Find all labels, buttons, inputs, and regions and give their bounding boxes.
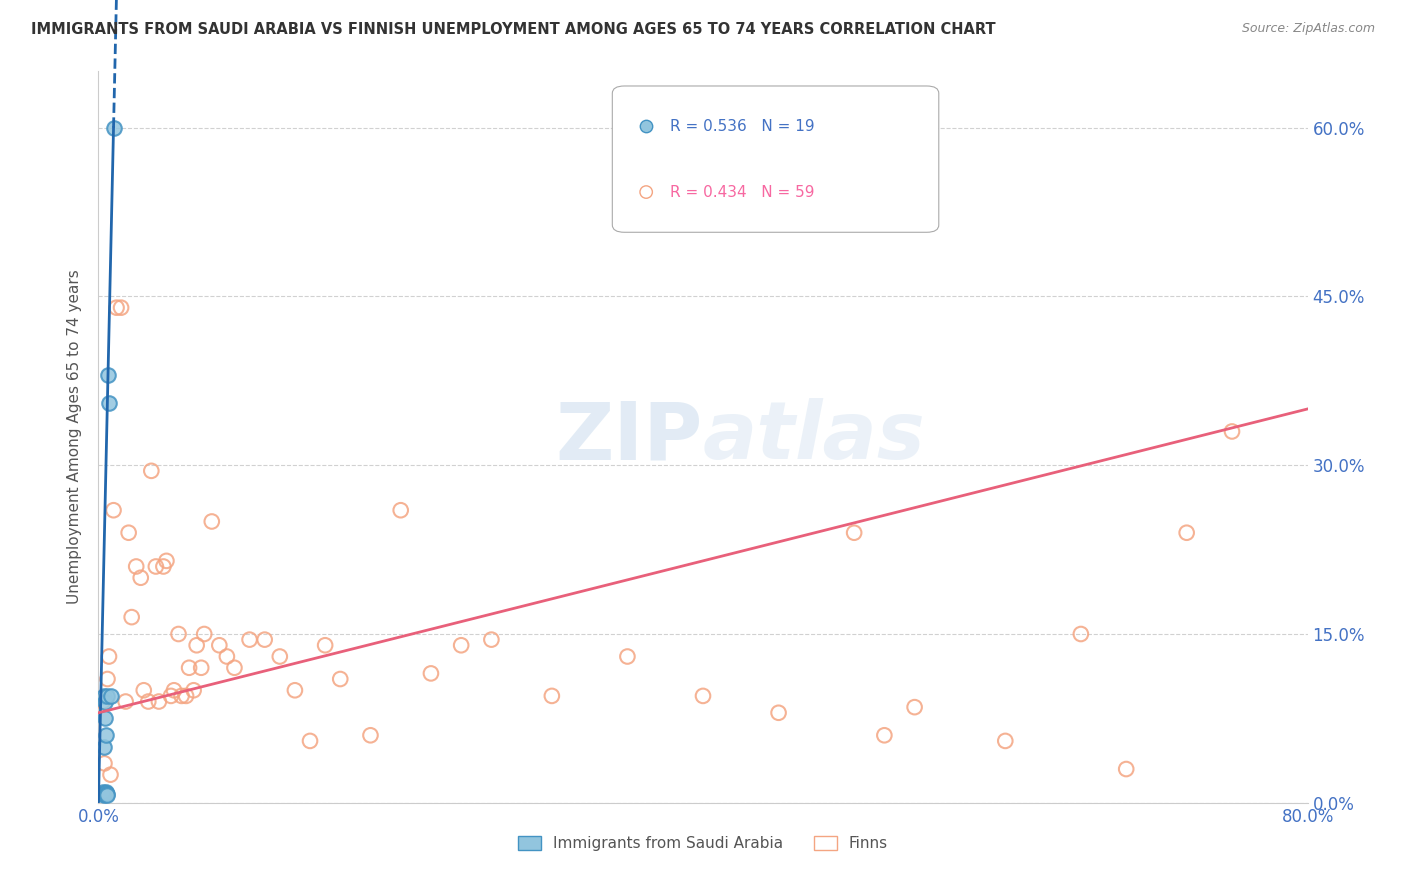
Text: IMMIGRANTS FROM SAUDI ARABIA VS FINNISH UNEMPLOYMENT AMONG AGES 65 TO 74 YEARS C: IMMIGRANTS FROM SAUDI ARABIA VS FINNISH …: [31, 22, 995, 37]
Point: [768, 706, 790, 720]
Point: [215, 649, 238, 664]
Legend: Immigrants from Saudi Arabia, Finns: Immigrants from Saudi Arabia, Finns: [512, 830, 894, 857]
Point: [98, 396, 121, 410]
Point: [100, 689, 122, 703]
Point: [94, 694, 117, 708]
Point: [121, 610, 143, 624]
Point: [145, 559, 167, 574]
Point: [190, 661, 212, 675]
Point: [96, 788, 118, 802]
Point: [616, 649, 638, 664]
Point: [93, 739, 115, 754]
Text: R = 0.536   N = 19: R = 0.536 N = 19: [671, 119, 815, 134]
Point: [141, 464, 163, 478]
Point: [91, 694, 114, 708]
Point: [1220, 425, 1243, 439]
Point: [91, 784, 114, 798]
Point: [179, 661, 201, 675]
Point: [163, 683, 186, 698]
Point: [93, 787, 115, 801]
Point: [97, 368, 120, 383]
Point: [96, 787, 118, 801]
Point: [96, 689, 118, 703]
Point: [193, 627, 215, 641]
Point: [94, 786, 117, 800]
Point: [94, 787, 117, 801]
Point: [450, 638, 472, 652]
Point: [93, 756, 115, 771]
Point: [136, 694, 159, 708]
Point: [692, 689, 714, 703]
Point: [253, 632, 276, 647]
Point: [148, 694, 170, 708]
Point: [114, 694, 136, 708]
Point: [224, 661, 246, 675]
FancyBboxPatch shape: [613, 86, 939, 232]
Point: [152, 559, 174, 574]
Point: [844, 525, 866, 540]
Text: atlas: atlas: [703, 398, 925, 476]
Point: [186, 638, 208, 652]
Point: [94, 785, 117, 799]
Point: [94, 784, 117, 798]
Point: [201, 515, 224, 529]
Point: [873, 728, 896, 742]
Point: [269, 649, 291, 664]
Point: [93, 788, 115, 802]
Point: [125, 559, 148, 574]
Y-axis label: Unemployment Among Ages 65 to 74 years: Unemployment Among Ages 65 to 74 years: [67, 269, 83, 605]
Point: [103, 503, 125, 517]
Point: [96, 672, 118, 686]
Point: [132, 683, 155, 698]
Point: [155, 554, 177, 568]
Point: [98, 649, 121, 664]
Point: [481, 632, 503, 647]
Point: [170, 689, 193, 703]
Point: [94, 788, 117, 802]
Point: [904, 700, 927, 714]
Point: [389, 503, 412, 517]
Point: [360, 728, 382, 742]
Point: [110, 301, 132, 315]
Point: [1115, 762, 1137, 776]
Point: [420, 666, 443, 681]
Point: [183, 683, 205, 698]
Point: [284, 683, 307, 698]
Text: ZIP: ZIP: [555, 398, 703, 476]
Point: [1175, 525, 1198, 540]
Point: [540, 689, 562, 703]
Point: [94, 786, 117, 800]
Point: [100, 767, 122, 781]
Point: [994, 734, 1017, 748]
Point: [96, 728, 118, 742]
Point: [167, 627, 190, 641]
Point: [105, 301, 128, 315]
Point: [91, 787, 114, 801]
Point: [239, 632, 262, 647]
Point: [94, 711, 117, 725]
Point: [93, 689, 115, 703]
Point: [314, 638, 336, 652]
Text: Source: ZipAtlas.com: Source: ZipAtlas.com: [1241, 22, 1375, 36]
Text: R = 0.434   N = 59: R = 0.434 N = 59: [671, 185, 815, 200]
Point: [1070, 627, 1092, 641]
Point: [329, 672, 352, 686]
Point: [118, 525, 141, 540]
Point: [174, 689, 197, 703]
Point: [129, 571, 152, 585]
Point: [299, 734, 322, 748]
Point: [103, 120, 125, 135]
Point: [160, 689, 183, 703]
Point: [208, 638, 231, 652]
